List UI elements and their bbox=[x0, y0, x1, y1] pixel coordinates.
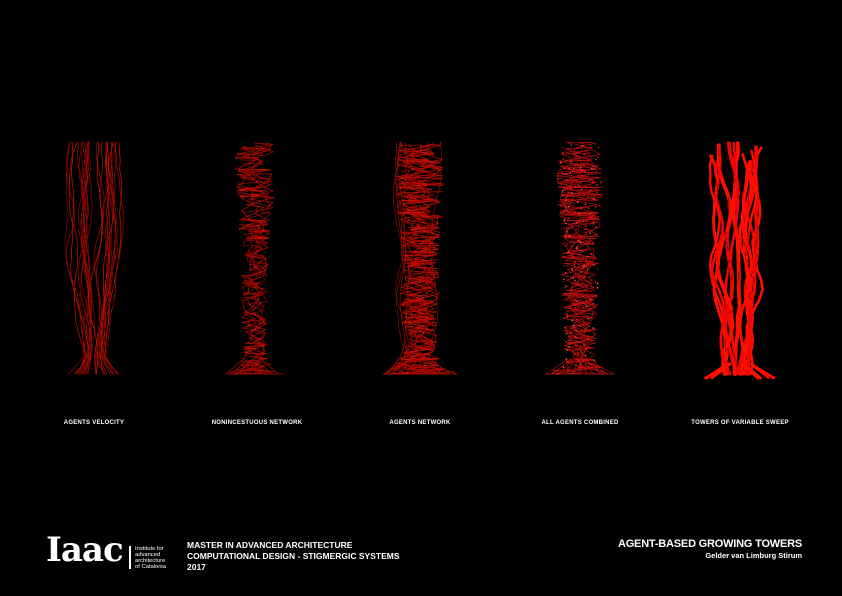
program-block: MASTER IN ADVANCED ARCHITECTURE COMPUTAT… bbox=[187, 540, 400, 572]
program-line-master: MASTER IN ADVANCED ARCHITECTURE bbox=[187, 540, 353, 550]
all-agents-combined-drawing bbox=[545, 141, 615, 375]
tower-figure-agents-velocity bbox=[19, 130, 169, 385]
agents-velocity-drawing bbox=[64, 141, 125, 375]
tower-caption-all-agents-combined: ALL AGENTS COMBINED bbox=[541, 420, 619, 426]
variable-sweep-drawing bbox=[704, 141, 776, 380]
program-line-year: 2017 bbox=[187, 561, 206, 572]
tower-caption-agents-network: AGENTS NETWORK bbox=[389, 420, 451, 426]
project-title: AGENT-BASED GROWING TOWERS bbox=[617, 538, 802, 550]
logo-sub-line: architecture bbox=[135, 558, 166, 564]
tower-figure-all-agents-combined bbox=[505, 130, 655, 385]
tower-caption-agents-velocity: AGENTS VELOCITY bbox=[63, 420, 125, 426]
logo-sub-line: of Catalonia bbox=[135, 564, 166, 570]
tower-figure-variable-sweep bbox=[663, 130, 813, 385]
nonincestuous-network-drawing bbox=[225, 142, 285, 375]
logo-divider bbox=[129, 546, 131, 569]
logo-sub-line: Institute for bbox=[135, 546, 164, 552]
tower-caption-nonincestuous-network: NONINCESTUOUS NETWORK bbox=[211, 420, 303, 426]
logo-sub-line: advanced bbox=[135, 552, 161, 558]
agents-network-drawing bbox=[382, 141, 458, 375]
iaac-logo-subtext: Institute for advanced architecture of C… bbox=[135, 546, 166, 570]
project-author: Gelder van Limburg Stirum bbox=[705, 551, 802, 560]
tower-figure-agents-network bbox=[345, 130, 495, 385]
tower-caption-variable-sweep: TOWERS OF VARIABLE SWEEP bbox=[691, 420, 789, 426]
iaac-logo: Iaac bbox=[46, 530, 124, 570]
project-block: AGENT-BASED GROWING TOWERS Gelder van Li… bbox=[618, 538, 802, 560]
program-line-course: COMPUTATIONAL DESIGN - STIGMERGIC SYSTEM… bbox=[187, 550, 400, 561]
tower-figure-nonincestuous-network bbox=[180, 130, 330, 385]
